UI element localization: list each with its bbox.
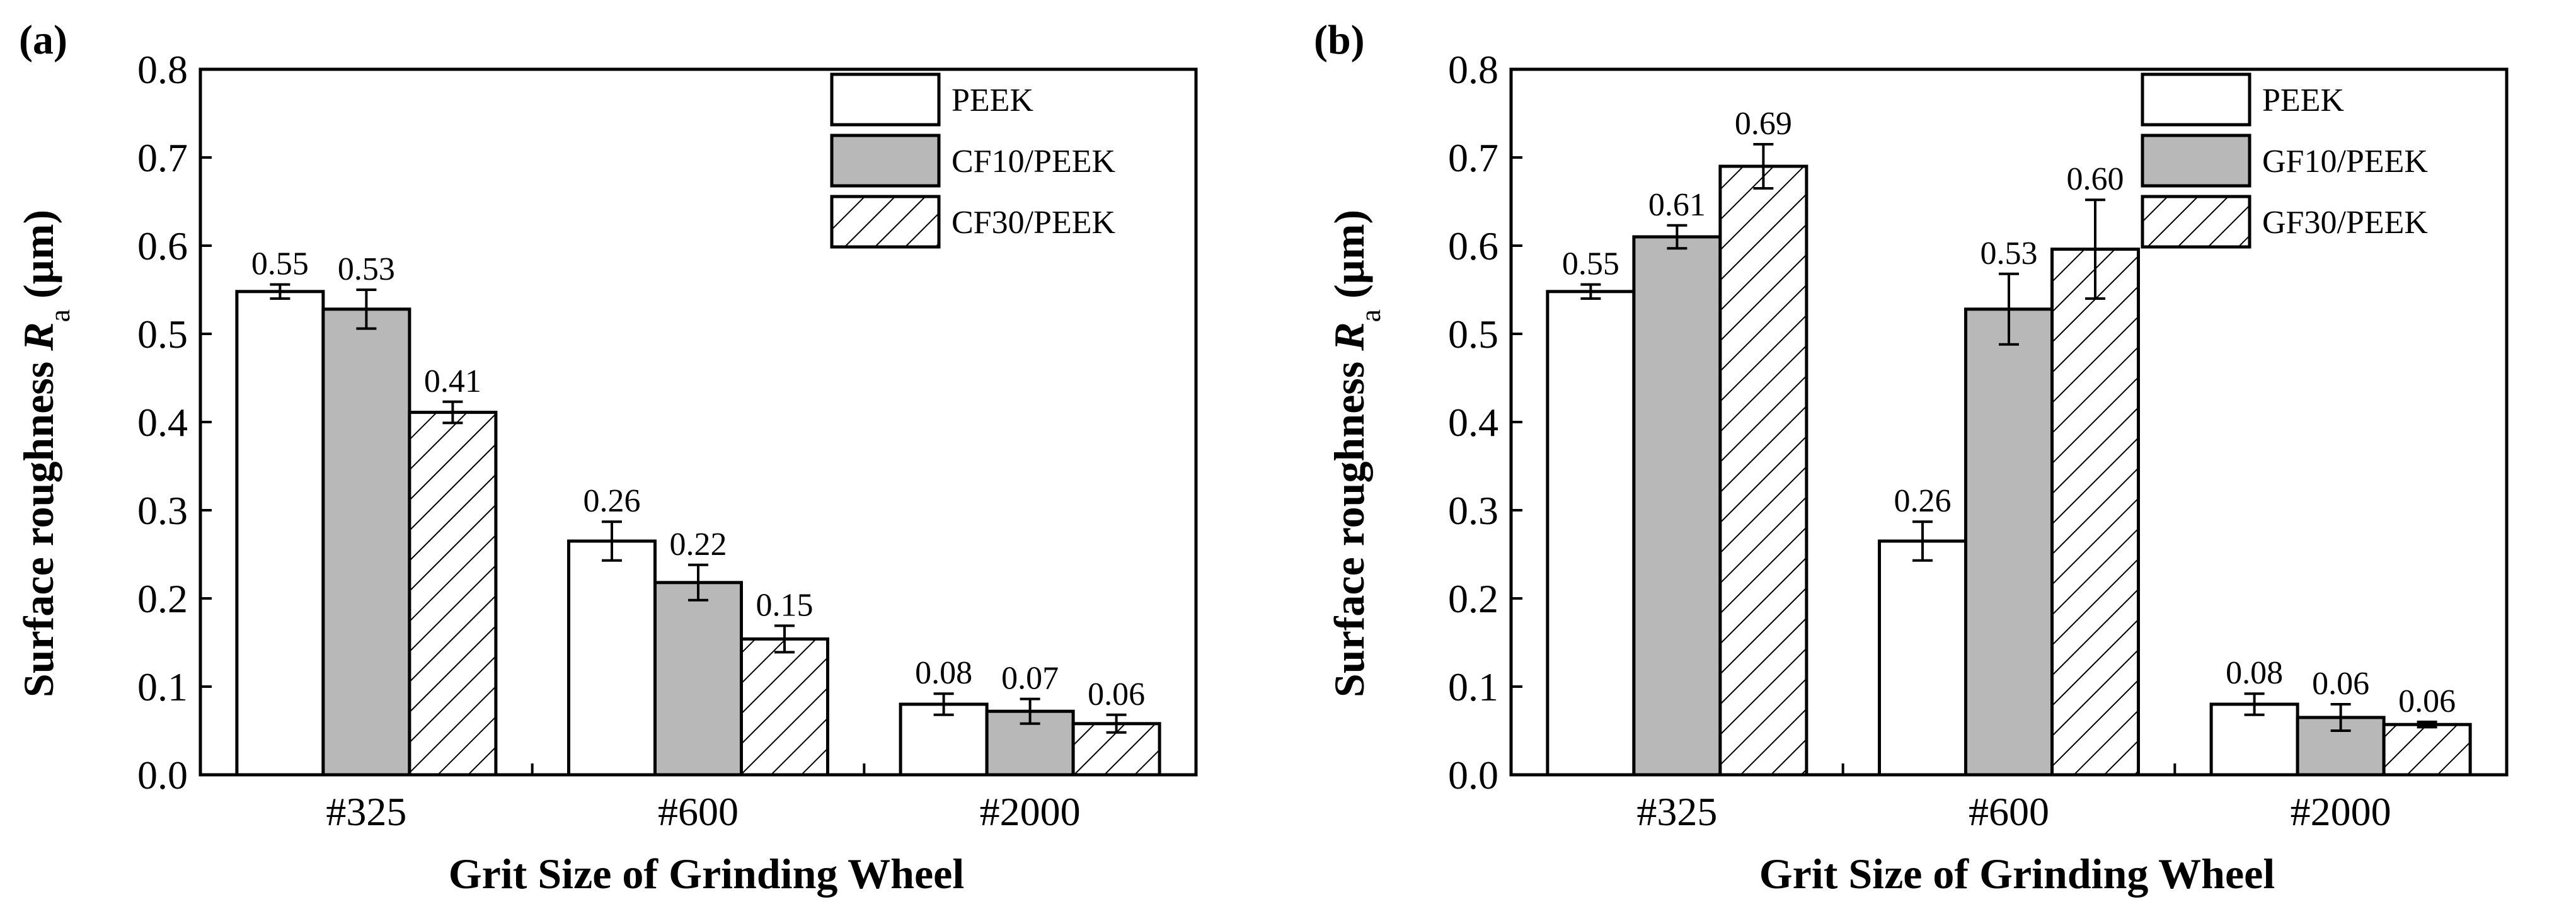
data-label: 0.53: [338, 251, 395, 287]
y-tick-label-b: 0.3: [1448, 488, 1498, 533]
bar: [1718, 164, 1808, 777]
x-axis-title-a: Grit Size of Grinding Wheel: [449, 850, 965, 898]
bar: [653, 581, 743, 777]
data-label: 0.08: [915, 655, 972, 691]
data-label: 0.26: [584, 483, 641, 519]
legend-label: GF10/PEEK: [2262, 144, 2428, 180]
data-label: 0.06: [2312, 666, 2369, 702]
legend-a: PEEK CF10/PEEK CF30/PEEK: [830, 72, 1115, 249]
bar: [567, 539, 657, 777]
y-axis-title-text-b: Surface roughness Ra (µm): [1325, 210, 1386, 697]
legend-swatch: [2141, 134, 2251, 188]
data-label: 0.07: [1001, 661, 1059, 697]
bar: [1632, 235, 1722, 777]
data-label: 0.69: [1735, 106, 1792, 142]
y-axis-title-b: Surface roughness Ra (µm): [1325, 210, 1386, 697]
x-tick-label-b: #325: [1636, 789, 1717, 834]
bar: [2050, 248, 2140, 777]
y-tick-label-b: 0.2: [1448, 576, 1498, 621]
y-tick-label-a: 0.7: [137, 135, 188, 180]
y-tick-label-a: 0.5: [137, 312, 188, 357]
bar: [235, 290, 325, 777]
data-label: 0.61: [1648, 187, 1706, 223]
x-tick-label-b: #2000: [2291, 789, 2391, 834]
data-label: 0.06: [1088, 677, 1145, 712]
data-label: 0.06: [2398, 683, 2456, 719]
legend-swatch: [830, 195, 941, 249]
panel-a: (a) Surface roughness Ra (µm) Grit Size …: [14, 17, 1198, 898]
data-label: 0.41: [424, 363, 481, 399]
x-tick-label-b: #600: [1969, 789, 2049, 834]
data-label: 0.15: [756, 587, 814, 623]
y-tick-label-b: 0.4: [1448, 400, 1498, 445]
bars-b: 0.55 0.61 0.69 0.26 0.53 0.60 0.08 0.06 0.06: [1546, 106, 2472, 777]
data-label: 0.22: [670, 527, 727, 563]
bar: [1964, 307, 2054, 777]
y-tick-label-b: 0.6: [1448, 224, 1498, 268]
legend-label: PEEK: [952, 83, 1033, 118]
data-label: 0.08: [2226, 655, 2283, 691]
data-label: 0.26: [1894, 483, 1952, 519]
legend-label: CF10/PEEK: [952, 144, 1115, 180]
ticks-b: 0.0 0.1 0.2 0.3 0.4 0.5 0.6 0.7 0.8 #325 #600 #2000: [1448, 47, 2391, 834]
y-tick-label-a: 0.3: [137, 488, 188, 533]
x-tick-label-a: #600: [658, 789, 739, 834]
data-label: 0.55: [251, 246, 309, 282]
y-tick-label-b: 0.0: [1448, 753, 1498, 797]
data-label: 0.60: [2067, 161, 2124, 197]
panel-label-b: (b): [1314, 17, 1365, 63]
x-tick-label-a: #2000: [980, 789, 1081, 834]
y-tick-label-b: 0.5: [1448, 312, 1498, 357]
bar: [740, 637, 829, 777]
y-tick-label-a: 0.8: [137, 47, 188, 92]
legend-swatch: [830, 72, 941, 127]
data-label: 0.53: [1981, 236, 2038, 271]
bars-a: 0.55 0.53 0.41 0.26 0.22 0.15 0.08 0.07 0.06: [235, 246, 1161, 777]
legend-label: PEEK: [2262, 83, 2344, 118]
y-tick-label-a: 0.2: [137, 576, 188, 621]
legend-label: CF30/PEEK: [952, 205, 1115, 241]
x-tick-label-a: #325: [326, 789, 406, 834]
legend-label: GF30/PEEK: [2262, 205, 2428, 241]
ticks-a: 0.0 0.1 0.2 0.3 0.4 0.5 0.6 0.7 0.8 #325 #600 #2000: [137, 47, 1081, 834]
bar: [1878, 539, 1967, 777]
legend-swatch: [830, 134, 941, 188]
y-axis-title-text-a: Surface roughness Ra (µm): [14, 210, 76, 697]
y-tick-label-b: 0.8: [1448, 47, 1498, 92]
legend-swatch: [2141, 195, 2251, 249]
y-tick-label-b: 0.1: [1448, 665, 1498, 709]
panel-label-a: (a): [19, 17, 67, 63]
y-tick-label-a: 0.4: [137, 400, 188, 445]
legend-b: PEEK GF10/PEEK GF30/PEEK: [2141, 72, 2428, 249]
plot-frame-a: [198, 67, 1198, 777]
bar: [321, 307, 411, 777]
y-tick-label-b: 0.7: [1448, 135, 1498, 180]
bar: [408, 411, 498, 777]
x-axis-title-b: Grit Size of Grinding Wheel: [1759, 850, 2275, 898]
bar: [1546, 290, 1636, 777]
panel-b: (b) Surface roughness Ra (µm) Grit Size …: [1314, 17, 2509, 898]
y-tick-label-a: 0.0: [137, 753, 188, 797]
legend-swatch: [2141, 72, 2251, 127]
y-tick-label-a: 0.1: [137, 665, 188, 709]
y-tick-label-a: 0.6: [137, 224, 188, 268]
y-axis-title-a: Surface roughness Ra (µm): [14, 210, 76, 697]
plot-frame-b: [1509, 67, 2509, 777]
data-label: 0.55: [1562, 246, 1619, 282]
bar: [2382, 723, 2472, 777]
